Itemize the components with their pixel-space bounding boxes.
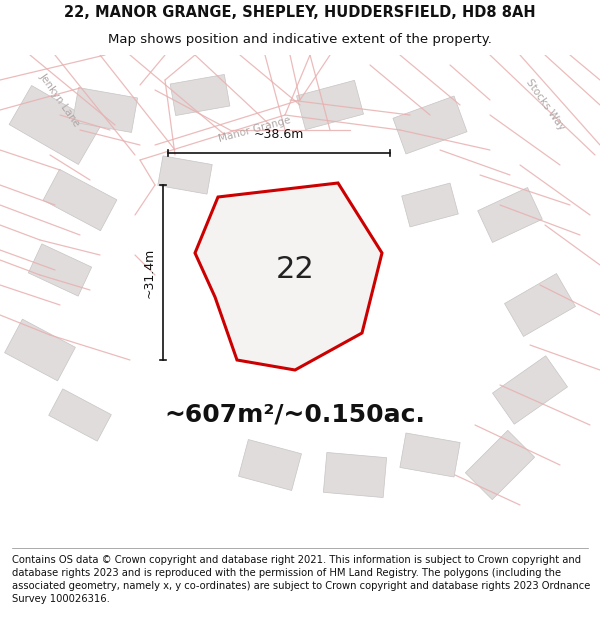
Text: 22: 22: [275, 256, 314, 284]
Polygon shape: [195, 183, 382, 370]
Polygon shape: [402, 183, 458, 227]
Polygon shape: [28, 244, 92, 296]
Polygon shape: [466, 431, 535, 499]
Text: Stocks Way: Stocks Way: [524, 78, 566, 132]
Text: ~38.6m: ~38.6m: [254, 129, 304, 141]
Text: Manor Grange: Manor Grange: [218, 116, 292, 144]
Text: 22, MANOR GRANGE, SHEPLEY, HUDDERSFIELD, HD8 8AH: 22, MANOR GRANGE, SHEPLEY, HUDDERSFIELD,…: [64, 4, 536, 19]
Text: ~607m²/~0.150ac.: ~607m²/~0.150ac.: [164, 403, 425, 427]
Polygon shape: [296, 81, 364, 129]
Polygon shape: [9, 86, 101, 164]
Text: Map shows position and indicative extent of the property.: Map shows position and indicative extent…: [108, 33, 492, 46]
Polygon shape: [393, 96, 467, 154]
Text: ~31.4m: ~31.4m: [143, 248, 155, 298]
Polygon shape: [5, 319, 76, 381]
Polygon shape: [400, 433, 460, 477]
Polygon shape: [505, 274, 575, 336]
Text: Jenkyn Lane: Jenkyn Lane: [38, 71, 82, 129]
Polygon shape: [43, 169, 117, 231]
Polygon shape: [49, 389, 112, 441]
Polygon shape: [158, 156, 212, 194]
Polygon shape: [323, 452, 386, 498]
Polygon shape: [493, 356, 568, 424]
Polygon shape: [73, 88, 137, 132]
Polygon shape: [170, 74, 230, 116]
Polygon shape: [239, 439, 301, 491]
Text: Contains OS data © Crown copyright and database right 2021. This information is : Contains OS data © Crown copyright and d…: [12, 554, 590, 604]
Polygon shape: [478, 188, 542, 242]
